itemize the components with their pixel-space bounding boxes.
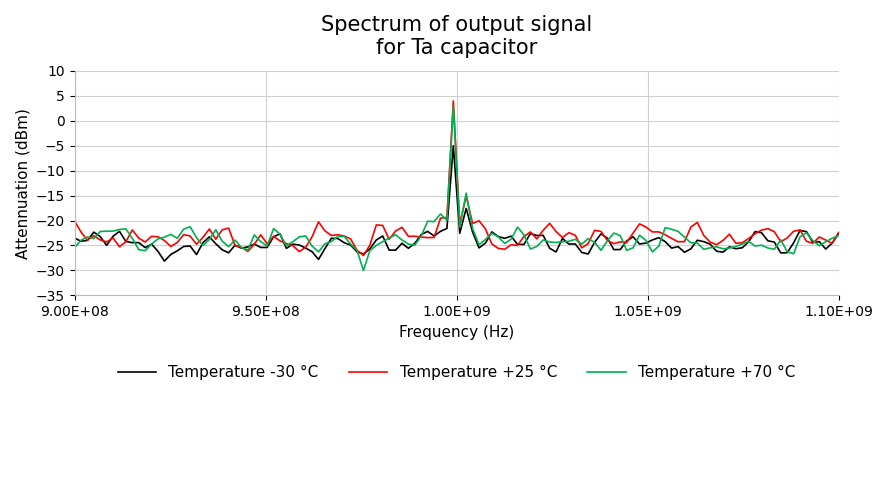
Temperature +25 °C	[821, 237, 831, 243]
Temperature -30 °C	[821, 246, 831, 252]
Temperature -30 °C	[281, 245, 292, 251]
Temperature -30 °C	[686, 246, 696, 252]
Temperature -30 °C	[159, 258, 170, 264]
Line: Temperature -30 °C: Temperature -30 °C	[75, 146, 838, 261]
Temperature +70 °C	[448, 103, 459, 109]
Temperature -30 °C	[608, 247, 619, 253]
Temperature +25 °C	[686, 224, 696, 230]
Temperature -30 °C	[448, 143, 459, 149]
Line: Temperature +25 °C: Temperature +25 °C	[75, 101, 838, 256]
Temperature +70 °C	[506, 236, 517, 242]
Temperature +25 °C	[506, 242, 517, 248]
Temperature -30 °C	[69, 235, 80, 241]
Temperature +70 °C	[833, 233, 844, 239]
Temperature -30 °C	[236, 245, 247, 251]
X-axis label: Frequency (Hz): Frequency (Hz)	[399, 325, 514, 340]
Y-axis label: Attennuation (dBm): Attennuation (dBm)	[15, 108, 30, 259]
Temperature +25 °C	[230, 243, 241, 248]
Title: Spectrum of output signal
for Ta capacitor: Spectrum of output signal for Ta capacit…	[321, 15, 592, 58]
Temperature +70 °C	[821, 239, 831, 244]
Temperature +25 °C	[274, 238, 285, 244]
Temperature +70 °C	[69, 244, 80, 250]
Temperature +70 °C	[274, 231, 285, 237]
Legend: Temperature -30 °C, Temperature +25 °C, Temperature +70 °C: Temperature -30 °C, Temperature +25 °C, …	[112, 359, 801, 386]
Temperature +25 °C	[69, 218, 80, 224]
Temperature +25 °C	[608, 241, 619, 246]
Temperature +25 °C	[833, 229, 844, 235]
Temperature +70 °C	[358, 267, 369, 273]
Line: Temperature +70 °C: Temperature +70 °C	[75, 106, 838, 270]
Temperature +25 °C	[448, 98, 459, 104]
Temperature -30 °C	[833, 231, 844, 237]
Temperature -30 °C	[506, 233, 517, 239]
Temperature +70 °C	[230, 237, 241, 243]
Temperature +70 °C	[608, 230, 619, 236]
Temperature +25 °C	[358, 253, 369, 259]
Temperature +70 °C	[686, 240, 696, 246]
